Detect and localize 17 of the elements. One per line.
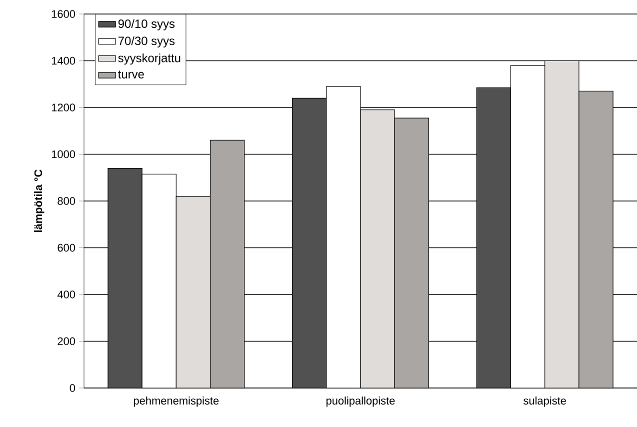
- y-tick-label: 0: [70, 384, 76, 392]
- y-tick-label: 800: [58, 197, 76, 205]
- legend-label: 70/30 syys: [118, 36, 175, 48]
- legend-label: syyskorjattu: [118, 53, 180, 65]
- y-tick-label: 1600: [52, 10, 76, 18]
- x-tick-label: sulapiste: [524, 396, 566, 407]
- legend-label: 90/10 syys: [118, 19, 175, 30]
- y-tick-label: 1000: [52, 150, 76, 158]
- y-axis-title: lämpötila °C: [34, 170, 44, 232]
- x-tick-label: pehmenemispiste: [134, 396, 219, 407]
- x-tick-label: puolipallopiste: [326, 396, 395, 407]
- y-tick-label: 1400: [52, 56, 76, 65]
- legend-label: turve: [118, 70, 144, 78]
- y-tick-label: 200: [58, 337, 76, 346]
- y-tick-label: 400: [57, 290, 76, 298]
- y-tick-label: 600: [58, 244, 76, 252]
- y-tick-label: 1200: [52, 104, 76, 112]
